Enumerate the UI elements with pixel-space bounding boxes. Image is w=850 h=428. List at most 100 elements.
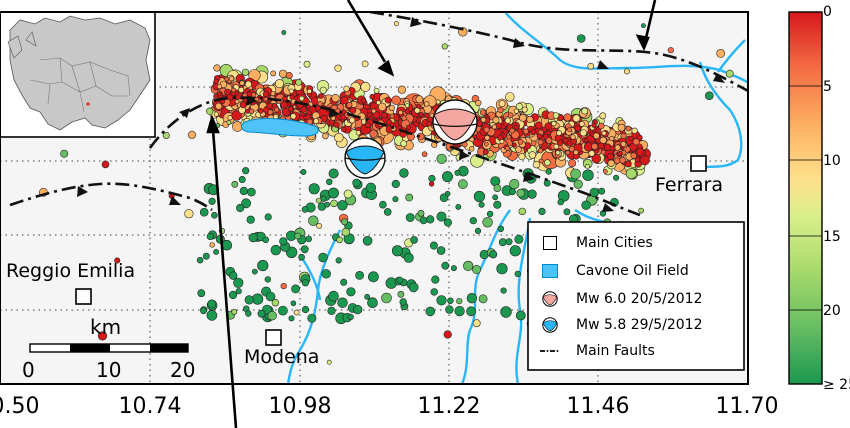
earthquake-marker: [519, 114, 527, 122]
map-panel[interactable]: [0, 0, 750, 428]
earthquake-marker: [634, 157, 641, 163]
earthquake-marker: [429, 241, 438, 250]
earthquake-marker: [215, 102, 223, 110]
earthquake-marker: [725, 69, 734, 78]
earthquake-marker: [593, 132, 600, 140]
earthquake-marker: [573, 179, 583, 189]
earthquake-marker: [403, 252, 414, 263]
earthquake-marker: [288, 315, 295, 322]
earthquake-marker: [441, 261, 450, 270]
earthquake-marker: [397, 290, 405, 298]
earthquake-marker: [300, 106, 307, 113]
earthquake-marker: [381, 111, 388, 119]
earthquake-marker: [532, 160, 541, 169]
earthquake-marker: [599, 112, 607, 120]
earthquake-marker: [475, 99, 482, 107]
earthquake-marker: [704, 91, 714, 100]
earthquake-marker: [431, 275, 440, 284]
city-marker-reggio-emilia[interactable]: [75, 288, 92, 305]
earthquake-marker: [337, 200, 348, 211]
earthquake-marker: [346, 287, 356, 297]
earthquake-marker: [514, 124, 520, 130]
earthquake-marker: [625, 168, 637, 180]
earthquake-marker: [365, 182, 377, 193]
earthquake-marker: [197, 289, 206, 298]
earthquake-marker: [188, 130, 197, 139]
earthquake-marker: [216, 83, 223, 90]
earthquake-marker: [667, 47, 674, 54]
earthquake-marker: [426, 215, 435, 224]
earthquake-marker: [497, 106, 504, 114]
earthquake-marker: [392, 196, 399, 203]
earthquake-marker: [318, 252, 328, 263]
map-frame: [0, 11, 749, 385]
earthquake-marker: [544, 159, 551, 166]
earthquake-marker: [513, 108, 519, 114]
earthquake-marker: [430, 288, 438, 296]
earthquake-marker: [607, 159, 615, 168]
earthquake-marker: [436, 295, 447, 306]
earthquake-marker: [367, 297, 378, 309]
earthquake-marker: [404, 109, 410, 115]
earthquake-marker: [227, 115, 233, 121]
scale-bar[interactable]: [29, 343, 189, 353]
earthquake-marker: [509, 127, 516, 134]
earthquake-marker: [466, 293, 478, 304]
earthquake-marker: [239, 186, 248, 196]
earthquake-marker: [398, 110, 404, 115]
earthquake-marker: [228, 290, 238, 300]
beachball-mw60[interactable]: [432, 99, 478, 145]
annotation-arrows: [206, 0, 657, 428]
earthquake-marker: [373, 87, 380, 94]
earthquake-marker: [313, 118, 319, 124]
earthquake-marker: [270, 244, 281, 256]
earthquake-marker: [301, 206, 309, 213]
earthquake-marker: [609, 136, 615, 142]
earthquake-marker: [328, 168, 339, 179]
earthquake-marker: [436, 246, 446, 255]
earthquake-marker: [537, 139, 544, 146]
earthquake-marker: [274, 107, 280, 113]
earthquake-marker: [242, 167, 250, 175]
earthquake-marker: [455, 203, 462, 210]
earthquake-marker: [364, 122, 371, 129]
earthquake-marker: [343, 189, 353, 199]
earthquake-marker: [589, 187, 599, 198]
earthquake-marker: [628, 135, 634, 141]
earthquake-marker: [231, 180, 239, 188]
earthquake-marker: [366, 112, 372, 118]
earthquake-marker: [319, 86, 327, 94]
city-marker-modena[interactable]: [265, 329, 282, 346]
earthquake-marker: [556, 130, 562, 136]
earthquake-marker: [355, 130, 361, 136]
earthquake-marker: [238, 87, 245, 94]
earthquake-marker: [285, 72, 293, 80]
earthquake-marker: [521, 106, 528, 113]
earthquake-marker: [506, 134, 512, 140]
earthquake-marker: [206, 232, 214, 241]
earthquake-marker: [410, 236, 418, 244]
earthquake-marker: [282, 95, 288, 102]
cavone-oil-field: [241, 118, 319, 137]
earthquake-marker: [388, 104, 396, 111]
earthquake-marker: [623, 68, 630, 75]
earthquake-marker: [326, 178, 333, 186]
earthquake-marker: [347, 313, 354, 321]
earthquake-marker: [632, 138, 640, 146]
earthquake-marker: [216, 91, 222, 97]
earthquake-marker: [591, 122, 597, 128]
earthquake-marker: [613, 174, 620, 181]
earthquake-marker: [162, 132, 170, 140]
city-marker-ferrara[interactable]: [690, 155, 707, 172]
earthquake-marker: [570, 134, 576, 140]
earthquake-marker: [716, 49, 726, 58]
earthquake-marker: [552, 112, 560, 119]
earthquake-marker: [362, 236, 373, 246]
earthquake-marker: [244, 80, 252, 88]
earthquake-marker: [579, 129, 588, 137]
earthquake-marker: [588, 150, 596, 157]
earthquake-marker: [570, 168, 581, 180]
earthquake-marker: [299, 95, 305, 102]
earthquake-marker: [523, 128, 529, 135]
beachball-mw58[interactable]: [344, 137, 386, 179]
